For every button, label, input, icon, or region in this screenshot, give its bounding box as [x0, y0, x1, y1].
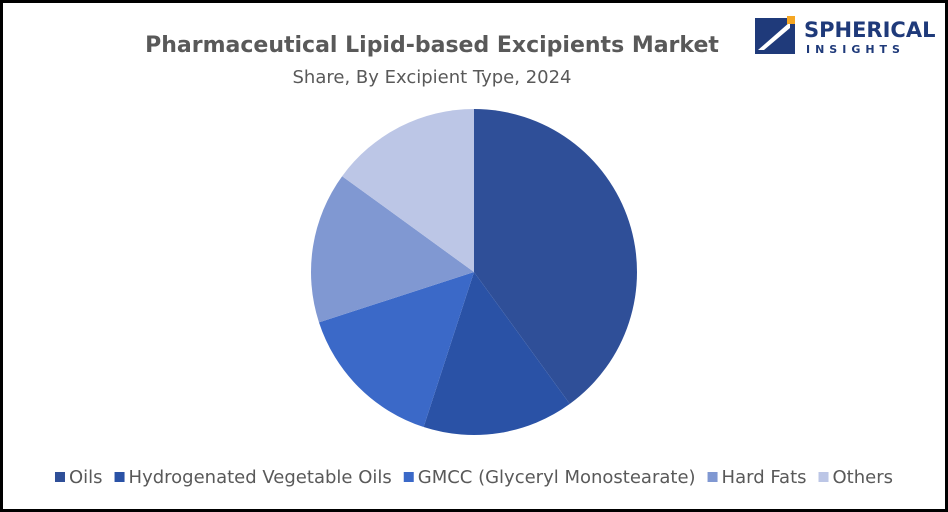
legend-label: Others [833, 467, 894, 488]
logo-icon-stripe [758, 22, 790, 50]
logo-subtext: INSIGHTS [806, 43, 905, 56]
legend-swatch [114, 472, 125, 482]
legend-swatch [403, 472, 414, 482]
pie [311, 109, 637, 436]
legend-label: Hard Fats [722, 467, 807, 488]
pie-slice [318, 272, 474, 428]
pie-slice [311, 176, 474, 323]
pie-slice [423, 272, 570, 436]
legend: Oils Hydrogenated Vegetable Oils GMCC (Gly… [54, 467, 894, 488]
logo: SPHERICAL INSIGHTS [755, 16, 935, 56]
chart-subtitle: Share, By Excipient Type, 2024 [293, 67, 572, 88]
legend-swatch [707, 472, 718, 482]
legend-swatch [818, 472, 829, 482]
legend-swatch [54, 472, 65, 482]
pie-slice [474, 109, 637, 404]
legend-label: GMCC (Glyceryl Monostearate) [418, 467, 696, 488]
chart-title: Pharmaceutical Lipid-based Excipients Ma… [145, 33, 719, 58]
logo-icon-accent [787, 16, 795, 24]
pie-slice [342, 109, 474, 272]
legend-label: Hydrogenated Vegetable Oils [129, 467, 392, 488]
logo-text: SPHERICAL [804, 18, 935, 42]
legend-label: Oils [69, 467, 103, 488]
